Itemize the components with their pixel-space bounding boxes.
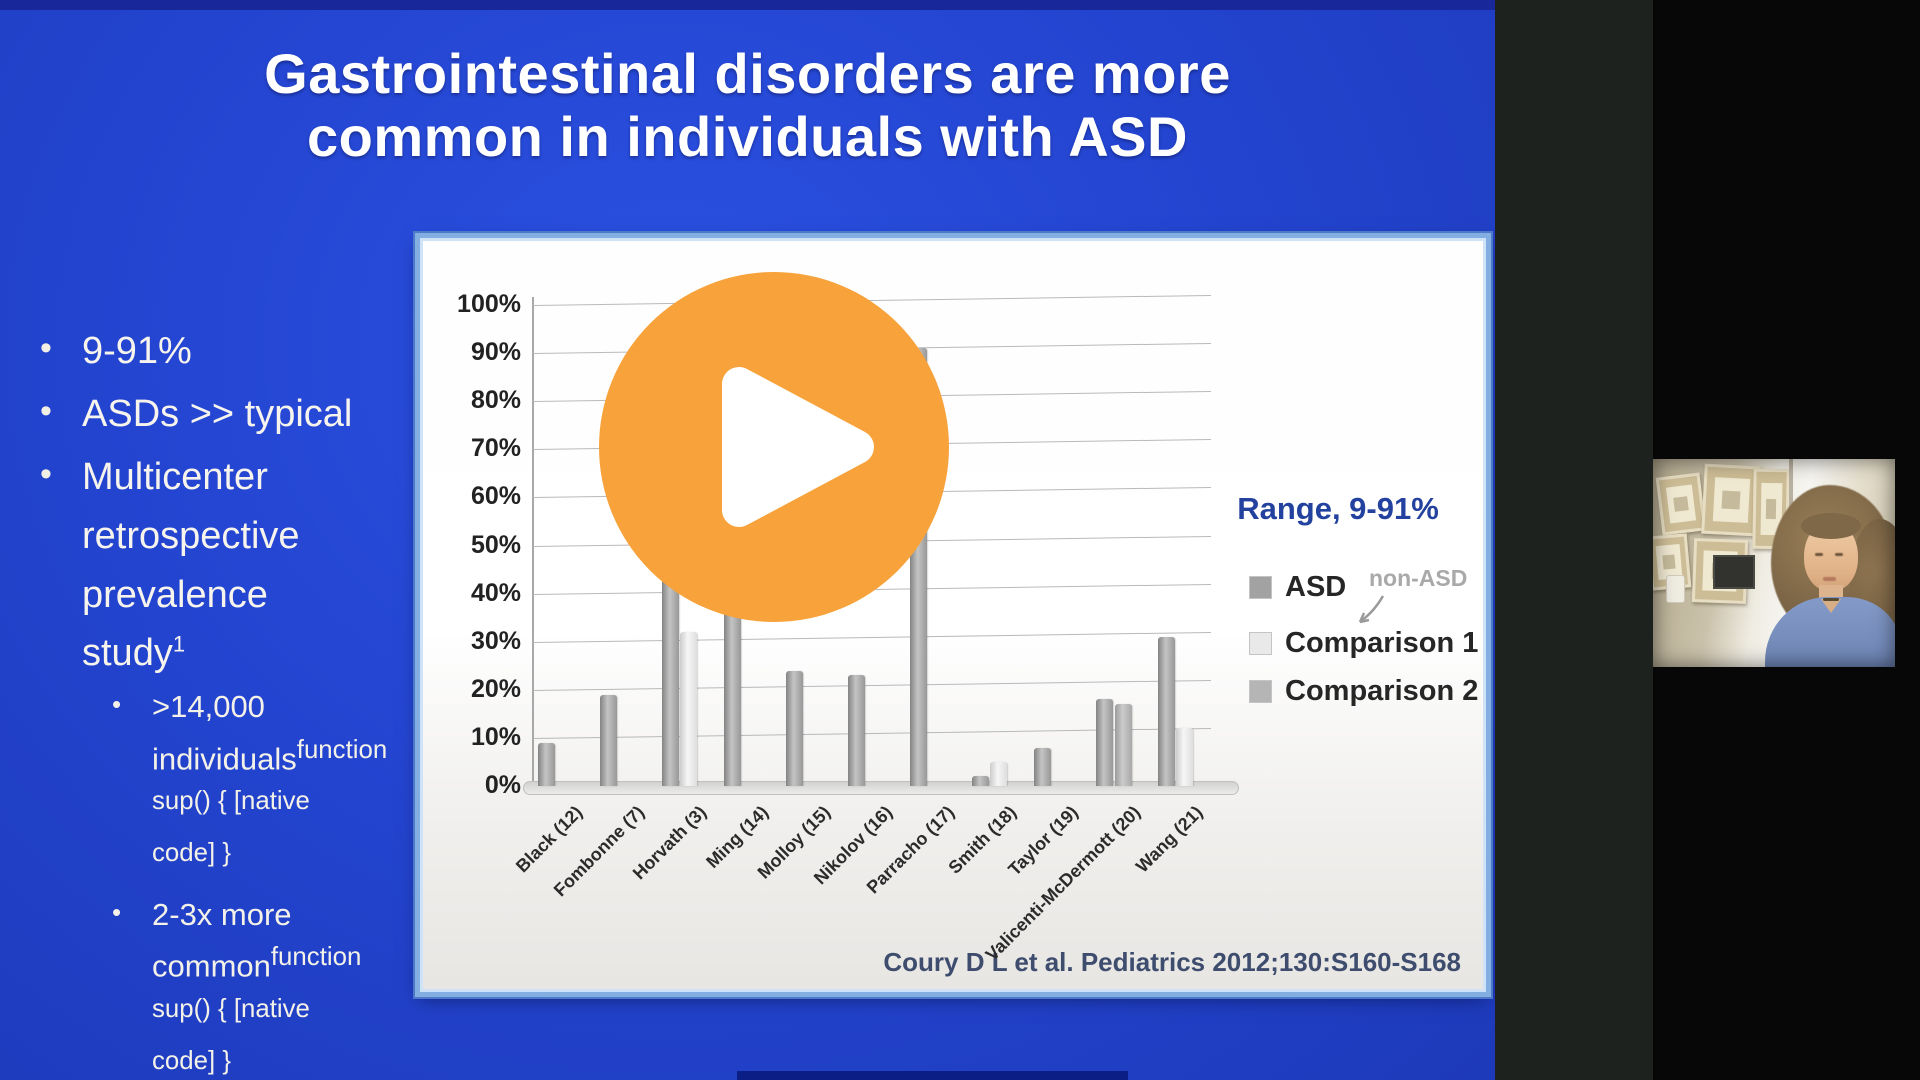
side-panel-dark	[1495, 0, 1653, 1080]
bulletin-board	[1713, 555, 1755, 589]
presenter-necklace	[1823, 598, 1839, 601]
sub-bullet-item: 2-3x more commonfunction sup() { [native…	[112, 892, 361, 1080]
slide-title: Gastrointestinal disorders are more comm…	[0, 42, 1495, 169]
slide-title-line2: common in individuals with ASD	[307, 105, 1188, 169]
chart-panel: Range, 9-91% ASD non-ASD Comparison 1 Co…	[420, 238, 1486, 992]
play-icon	[599, 272, 949, 622]
y-tick-label: 10%	[470, 722, 521, 751]
y-tick-label: 50%	[470, 530, 521, 559]
legend-swatch-comparison1	[1249, 632, 1272, 655]
bullet-list: 9-91%ASDs >> typicalMulticenter retrospe…	[38, 322, 373, 687]
y-axis-line	[532, 297, 534, 786]
slide-bottom-strip	[737, 1071, 1128, 1080]
play-button[interactable]	[599, 272, 949, 622]
non-asd-annotation: non-ASD	[1369, 565, 1468, 591]
bar-asd	[786, 670, 803, 786]
bar-comparison-2	[1115, 704, 1132, 786]
y-tick-label: 90%	[470, 338, 521, 367]
sub-bullet-item: >14,000 individualsfunction sup() { [nat…	[112, 684, 387, 886]
non-asd-arrow-icon	[1358, 595, 1385, 624]
legend-item-asd: ASD	[1249, 571, 1346, 604]
gridline	[532, 631, 1211, 643]
legend-swatch-asd	[1249, 576, 1272, 599]
presenter-mouth	[1823, 577, 1836, 581]
chart-floor	[523, 781, 1239, 795]
slide-top-edge	[0, 0, 1495, 10]
y-tick-label: 70%	[470, 434, 521, 463]
bullet-item: ASDs >> typical	[38, 385, 373, 444]
y-tick-label: 40%	[470, 578, 521, 607]
range-annotation: Range, 9-91%	[1237, 491, 1439, 526]
y-tick-label: 0%	[484, 771, 521, 799]
bullet-item: Multicenter retrospective prevalence stu…	[38, 448, 373, 684]
bar-comparison-1	[680, 632, 697, 786]
bar-asd	[1096, 699, 1113, 786]
presenter-eye	[1815, 553, 1823, 556]
legend-item-comparison2: Comparison 2	[1249, 675, 1478, 708]
bar-asd	[1034, 747, 1051, 786]
sub-bullet-list: >14,000 individualsfunction sup() { [nat…	[112, 684, 387, 1080]
x-tick-label: Wang (21)	[1131, 802, 1207, 877]
legend-label-asd: ASD	[1285, 571, 1347, 603]
legend-swatch-comparison2	[1249, 680, 1272, 703]
bar-asd	[848, 675, 865, 786]
bar-asd	[538, 742, 555, 786]
bar-asd	[600, 694, 617, 786]
legend-label-comparison2: Comparison 2	[1285, 675, 1479, 707]
y-tick-label: 80%	[470, 386, 521, 415]
y-tick-label: 30%	[470, 626, 521, 655]
webcam-vignette	[1653, 459, 1895, 667]
bar-comparison-1	[1176, 728, 1193, 786]
y-tick-label: 100%	[457, 290, 521, 318]
bar-comparison-1	[990, 761, 1007, 786]
bullet-item: 9-91%	[38, 322, 373, 381]
bar-asd	[972, 776, 989, 786]
bar-asd	[1158, 636, 1175, 786]
presenter-webcam-thumbnail[interactable]	[1653, 459, 1895, 667]
y-tick-label: 20%	[470, 674, 521, 703]
wall-outlet	[1666, 575, 1685, 603]
slide-title-line1: Gastrointestinal disorders are more	[264, 42, 1231, 105]
presentation-slide: Gastrointestinal disorders are more comm…	[0, 0, 1495, 1080]
y-tick-label: 60%	[470, 482, 521, 511]
presenter-eye	[1835, 553, 1843, 556]
legend-item-comparison1: Comparison 1	[1249, 627, 1478, 660]
presenter-hair-fringe	[1801, 513, 1861, 539]
citation-text: Coury D L et al. Pediatrics 2012;130:S16…	[883, 947, 1461, 977]
legend-label-comparison1: Comparison 1	[1285, 627, 1479, 659]
gridline	[532, 679, 1211, 691]
